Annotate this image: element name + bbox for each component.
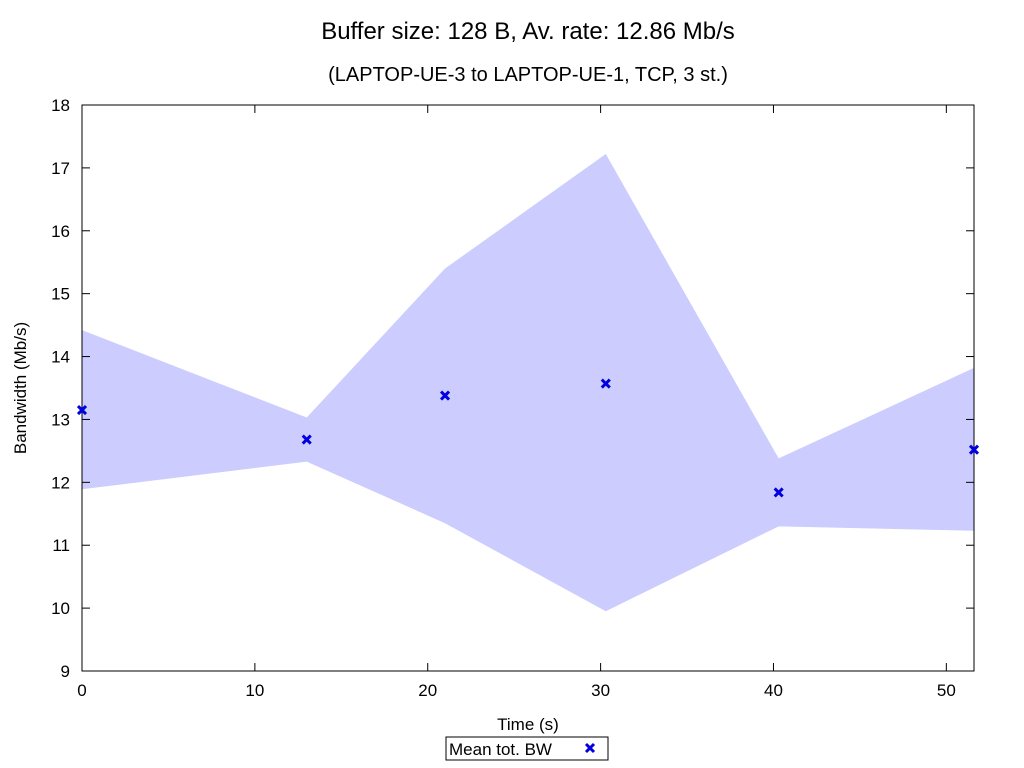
chart-title: Buffer size: 128 B, Av. rate: 12.86 Mb/s [321,18,735,45]
plot-border [81,104,975,672]
legend-label: Mean tot. BW [449,740,552,759]
confidence-band-layer [82,154,974,612]
confidence-band [82,154,974,612]
y-tick-label: 11 [52,536,70,555]
data-point [76,404,88,416]
data-point [439,390,451,401]
x-tick-label: 50 [937,681,956,700]
x-axis-label: Time (s) [497,715,559,734]
y-tick-label: 18 [51,96,70,115]
data-markers [76,378,980,498]
y-tick-label: 14 [51,348,70,367]
data-point [773,487,784,498]
y-tick-label: 15 [51,285,70,304]
x-tick-label: 10 [245,681,264,700]
x-tick-label: 0 [77,681,86,700]
legend-marker-icon [584,742,596,754]
data-point [600,378,611,389]
x-tick-label: 40 [764,681,783,700]
chart-subtitle: (LAPTOP-UE-3 to LAPTOP-UE-1, TCP, 3 st.) [328,64,728,86]
legend-marker-x [584,742,596,754]
legend-box [445,736,609,761]
y-tick-label: 13 [51,410,70,429]
legend: Mean tot. BW [445,736,609,761]
y-tick-label: 17 [51,159,70,178]
x-tick-label: 30 [591,681,610,700]
axis-ticks: 0 10 20 30 40 50 9 10 11 12 13 14 15 16 17 18 [51,96,974,700]
y-axis-label: Bandwidth (Mb/s) [11,322,30,454]
x-tick-label: 20 [418,681,437,700]
plot-frame [81,104,975,672]
y-tick-label: 16 [51,222,70,241]
y-tick-label: 9 [61,662,70,681]
y-tick-label: 12 [51,473,70,492]
data-point [968,444,980,455]
data-point [301,434,312,445]
y-tick-label: 10 [51,599,70,618]
